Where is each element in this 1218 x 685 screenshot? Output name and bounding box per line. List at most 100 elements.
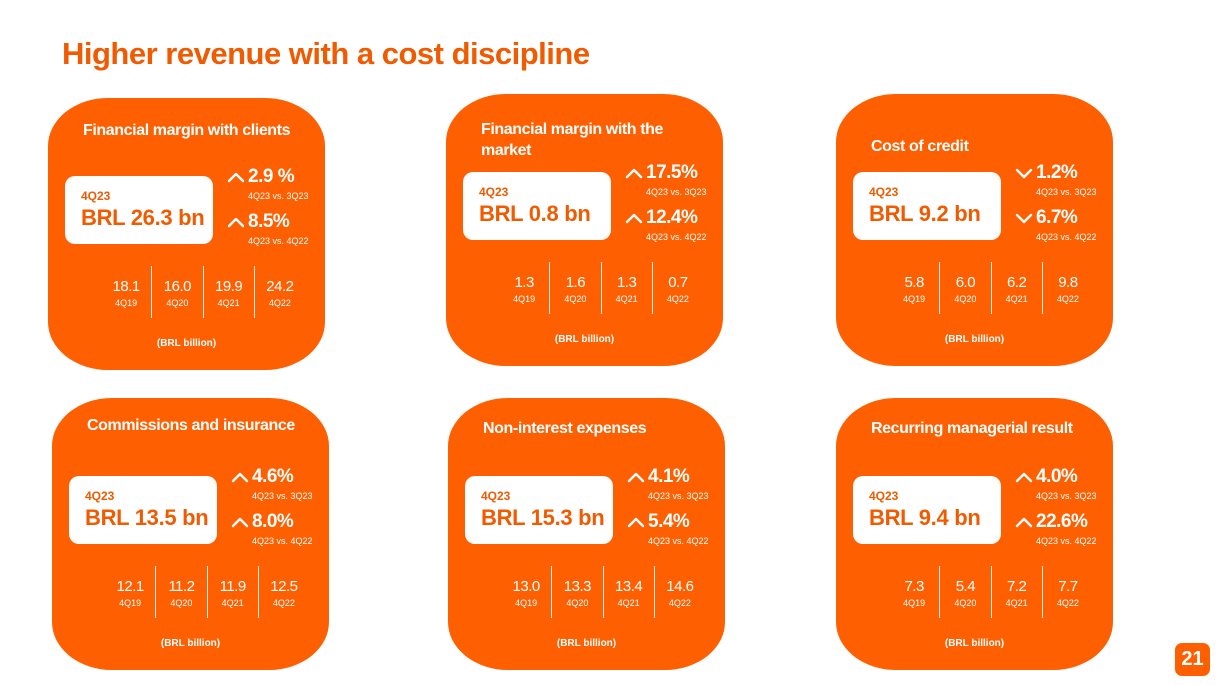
units-label: (BRL billion) xyxy=(556,638,617,649)
history-item: 11.9 4Q21 xyxy=(206,566,258,618)
units-label: (BRL billion) xyxy=(160,638,221,649)
history-value: 5.4 xyxy=(955,578,976,595)
change-indicator: 17.5% 4Q23 vs. 3Q23 xyxy=(624,160,719,197)
history-quarter: 4Q21 xyxy=(617,598,640,608)
history-quarter: 4Q22 xyxy=(272,598,295,608)
history-item: 6.2 4Q21 xyxy=(990,262,1042,314)
history-value: 7.7 xyxy=(1058,578,1078,595)
history-quarter: 4Q21 xyxy=(1005,598,1028,608)
change-percent: 5.4% xyxy=(648,511,690,532)
value-box: 4Q23 BRL 13.5 bn xyxy=(69,476,217,544)
chevron-up-icon xyxy=(627,517,645,528)
change-indicator: 6.7% 4Q23 vs. 4Q22 xyxy=(1014,205,1109,242)
history-value: 11.2 xyxy=(168,578,195,595)
change-percent: 4.6% xyxy=(252,466,294,487)
chevron-up-icon xyxy=(627,472,645,483)
period-label: 4Q23 xyxy=(479,185,509,199)
history-value: 6.0 xyxy=(955,274,976,291)
history-quarter: 4Q22 xyxy=(666,294,689,304)
history-quarter: 4Q22 xyxy=(668,598,691,608)
history-value: 7.2 xyxy=(1006,578,1027,595)
history-value: 1.6 xyxy=(565,274,586,291)
units-label: (BRL billion) xyxy=(156,338,217,349)
history-value: 1.3 xyxy=(616,274,637,291)
kpi-card: Cost of credit 4Q23 BRL 9.2 bn 1.2% 4Q23 vs.… xyxy=(836,94,1113,366)
change-comparison-label: 4Q23 vs. 3Q23 xyxy=(1036,491,1097,501)
history-value: 19.9 xyxy=(215,278,243,295)
history-item: 12.5 4Q22 xyxy=(257,566,309,618)
history-item: 12.1 4Q19 xyxy=(105,566,155,618)
period-label: 4Q23 xyxy=(869,185,899,199)
history-quarter: 4Q22 xyxy=(268,298,291,308)
chevron-up-icon xyxy=(625,213,643,224)
period-label: 4Q23 xyxy=(869,489,899,503)
history-row: 7.3 4Q19 5.4 4Q20 7.2 4Q21 7.7 4Q22 xyxy=(889,566,1093,618)
change-percent: 8.5% xyxy=(248,211,290,232)
period-label: 4Q23 xyxy=(85,489,115,503)
history-row: 13.0 4Q19 13.3 4Q20 13.4 4Q21 14.6 4Q22 xyxy=(501,566,705,618)
history-item: 6.0 4Q20 xyxy=(939,262,990,314)
change-comparison-label: 4Q23 vs. 4Q22 xyxy=(646,232,707,242)
history-item: 7.3 4Q19 xyxy=(889,566,939,618)
history-quarter: 4Q19 xyxy=(903,598,926,608)
history-quarter: 4Q21 xyxy=(615,294,638,304)
history-row: 1.3 4Q19 1.6 4Q20 1.3 4Q21 0.7 4Q22 xyxy=(499,262,703,314)
change-comparison-label: 4Q23 vs. 4Q22 xyxy=(648,536,709,546)
history-quarter: 4Q19 xyxy=(513,294,536,304)
history-value: 13.3 xyxy=(563,578,592,595)
chevron-up-icon xyxy=(231,472,249,483)
change-indicator: 22.6% 4Q23 vs. 4Q22 xyxy=(1014,509,1109,546)
history-item: 5.4 4Q20 xyxy=(939,566,990,618)
change-indicator: 12.4% 4Q23 vs. 4Q22 xyxy=(624,205,719,242)
history-value: 6.2 xyxy=(1006,274,1027,291)
kpi-card: Financial margin with the market 4Q23 BRL … xyxy=(446,94,723,366)
history-value: 13.0 xyxy=(512,578,541,595)
history-item: 13.3 4Q20 xyxy=(551,566,602,618)
amount-value: BRL 13.5 bn xyxy=(85,505,209,530)
card-title: Recurring managerial result xyxy=(871,420,1073,437)
period-label: 4Q23 xyxy=(81,189,111,203)
change-indicator: 4.0% 4Q23 vs. 3Q23 xyxy=(1014,464,1109,501)
change-indicator: 4.1% 4Q23 vs. 3Q23 xyxy=(626,464,721,501)
change-percent: 4.1% xyxy=(648,466,690,487)
history-quarter: 4Q19 xyxy=(903,294,926,304)
card-title: Commissions and insurance xyxy=(87,417,295,434)
value-box: 4Q23 BRL 9.4 bn xyxy=(853,476,1001,544)
history-item: 13.4 4Q21 xyxy=(602,566,654,618)
value-box: 4Q23 BRL 9.2 bn xyxy=(853,172,1001,240)
card-title: Cost of credit xyxy=(871,138,969,155)
history-value: 16.0 xyxy=(163,278,192,295)
history-item: 1.6 4Q20 xyxy=(549,262,600,314)
chevron-down-icon xyxy=(1015,168,1033,179)
history-item: 7.7 4Q22 xyxy=(1041,566,1093,618)
history-quarter: 4Q20 xyxy=(954,598,977,608)
history-item: 9.8 4Q22 xyxy=(1041,262,1093,314)
history-quarter: 4Q21 xyxy=(221,598,244,608)
change-comparison-label: 4Q23 vs. 4Q22 xyxy=(248,236,309,246)
value-box: 4Q23 BRL 15.3 bn xyxy=(465,476,613,544)
period-label: 4Q23 xyxy=(481,489,511,503)
kpi-card: Commissions and insurance 4Q23 BRL 13.5 bn… xyxy=(52,398,329,670)
change-indicator: 2.9 % 4Q23 vs. 3Q23 xyxy=(226,164,321,201)
value-box: 4Q23 BRL 26.3 bn xyxy=(65,176,213,244)
chevron-up-icon xyxy=(231,517,249,528)
history-value: 5.8 xyxy=(904,274,924,291)
history-quarter: 4Q19 xyxy=(515,598,538,608)
change-percent: 6.7% xyxy=(1036,207,1078,228)
change-percent: 12.4% xyxy=(646,207,698,228)
history-item: 16.0 4Q20 xyxy=(151,266,202,318)
amount-value: BRL 9.4 bn xyxy=(869,505,981,530)
chevron-up-icon xyxy=(227,217,245,228)
history-value: 13.4 xyxy=(615,578,643,595)
page-title: Higher revenue with a cost discipline xyxy=(62,36,590,71)
history-quarter: 4Q19 xyxy=(119,598,142,608)
history-value: 11.9 xyxy=(219,578,247,595)
change-comparison-label: 4Q23 vs. 4Q22 xyxy=(252,536,313,546)
card-title: Non-interest expenses xyxy=(483,420,647,437)
chevron-up-icon xyxy=(1015,472,1033,483)
page-number: 21 xyxy=(1175,643,1210,676)
history-value: 1.3 xyxy=(514,274,534,291)
change-comparison-label: 4Q23 vs. 3Q23 xyxy=(252,491,313,501)
change-comparison-label: 4Q23 vs. 4Q22 xyxy=(1036,232,1097,242)
history-item: 0.7 4Q22 xyxy=(651,262,703,314)
